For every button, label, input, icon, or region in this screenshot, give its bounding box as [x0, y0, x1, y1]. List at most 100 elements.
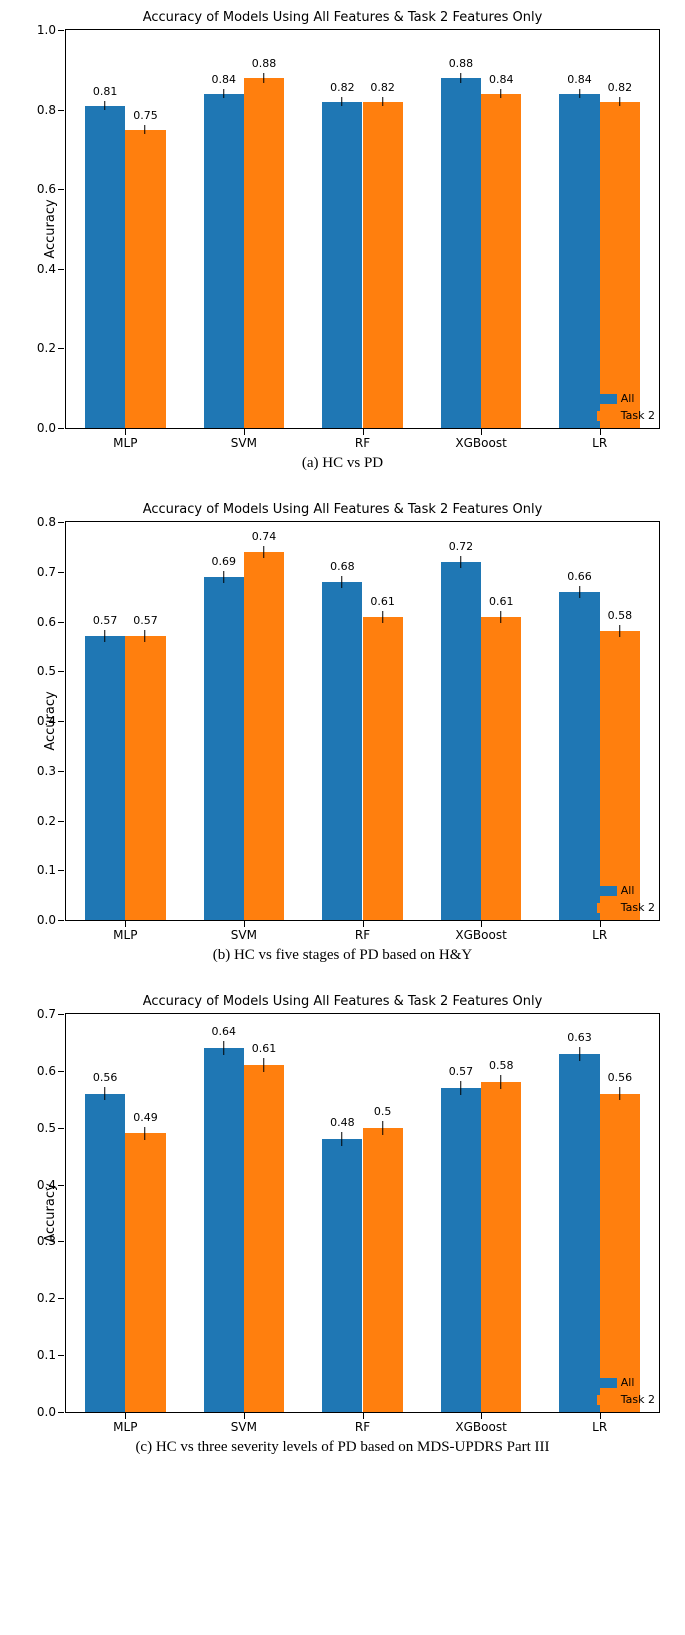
- bar: [125, 130, 165, 429]
- bar: [363, 1128, 403, 1412]
- y-tick-label: 0.5: [37, 1121, 56, 1135]
- y-tick-label: 0.6: [37, 615, 56, 629]
- y-tick-label: 0.4: [37, 262, 56, 276]
- x-tick-label: LR: [592, 436, 607, 450]
- x-tick-label: LR: [592, 1420, 607, 1434]
- chart-block: Accuracy of Models Using All Features & …: [10, 994, 675, 1456]
- bar-value-label: 0.63: [567, 1031, 592, 1044]
- legend-label: Task 2: [621, 408, 655, 425]
- bar: [600, 102, 640, 428]
- chart-title: Accuracy of Models Using All Features & …: [10, 502, 675, 517]
- chart-title: Accuracy of Models Using All Features & …: [10, 10, 675, 25]
- bar-value-label: 0.82: [370, 81, 395, 94]
- bar: [559, 1054, 599, 1412]
- y-tick-label: 0.7: [37, 1007, 56, 1021]
- bar-value-label: 0.58: [608, 609, 633, 622]
- y-axis-label: Accuracy: [43, 199, 58, 258]
- y-tick-label: 0.2: [37, 814, 56, 828]
- bar: [204, 94, 244, 428]
- legend: AllTask 2: [597, 391, 655, 424]
- y-tick-label: 0.0: [37, 1405, 56, 1419]
- bar-value-label: 0.48: [330, 1116, 355, 1129]
- legend-label: Task 2: [621, 900, 655, 917]
- bar: [244, 1065, 284, 1412]
- bar-value-label: 0.81: [93, 85, 118, 98]
- x-tick-label: SVM: [231, 1420, 257, 1434]
- legend-swatch: [597, 1378, 617, 1388]
- y-tick-label: 0.1: [37, 863, 56, 877]
- bar-value-label: 0.57: [93, 614, 118, 627]
- y-tick-label: 0.4: [37, 1178, 56, 1192]
- bar: [204, 1048, 244, 1412]
- bar: [322, 582, 362, 920]
- legend-swatch: [597, 886, 617, 896]
- bar-value-label: 0.84: [211, 73, 236, 86]
- bar-value-label: 0.88: [252, 57, 277, 70]
- bar: [441, 562, 481, 920]
- x-tick-label: RF: [355, 1420, 370, 1434]
- bar-value-label: 0.72: [449, 540, 474, 553]
- bar-value-label: 0.57: [449, 1065, 474, 1078]
- bar-value-label: 0.5: [374, 1105, 392, 1118]
- chart-caption: (c) HC vs three severity levels of PD ba…: [10, 1439, 675, 1456]
- chart-block: Accuracy of Models Using All Features & …: [10, 10, 675, 472]
- x-tick-label: XGBoost: [455, 928, 506, 942]
- legend-label: All: [621, 883, 635, 900]
- bar-value-label: 0.68: [330, 560, 355, 573]
- x-tick-label: XGBoost: [455, 1420, 506, 1434]
- bar: [559, 94, 599, 428]
- chart-block: Accuracy of Models Using All Features & …: [10, 502, 675, 964]
- bar: [85, 106, 125, 428]
- x-tick-label: XGBoost: [455, 436, 506, 450]
- chart-frame: 0.570.570.690.740.680.610.720.610.660.58…: [65, 521, 660, 921]
- bar: [204, 577, 244, 920]
- y-tick-label: 0.5: [37, 664, 56, 678]
- y-tick-label: 0.3: [37, 764, 56, 778]
- x-tick-label: SVM: [231, 928, 257, 942]
- legend-label: All: [621, 391, 635, 408]
- chart-caption: (b) HC vs five stages of PD based on H&Y: [10, 947, 675, 964]
- legend: AllTask 2: [597, 1375, 655, 1408]
- legend-swatch: [597, 903, 617, 913]
- y-tick-label: 0.1: [37, 1348, 56, 1362]
- bar-value-label: 0.66: [567, 570, 592, 583]
- bar: [441, 1088, 481, 1412]
- bar: [559, 592, 599, 920]
- bar-value-label: 0.56: [93, 1071, 118, 1084]
- y-tick-label: 0.0: [37, 913, 56, 927]
- bar-value-label: 0.84: [489, 73, 514, 86]
- y-tick-label: 0.2: [37, 341, 56, 355]
- y-tick-label: 0.6: [37, 182, 56, 196]
- bar: [125, 636, 165, 920]
- bar: [481, 94, 521, 428]
- bar-value-label: 0.61: [370, 595, 395, 608]
- legend-label: All: [621, 1375, 635, 1392]
- bar-value-label: 0.82: [608, 81, 633, 94]
- y-tick-label: 0.8: [37, 103, 56, 117]
- y-tick-label: 0.4: [37, 714, 56, 728]
- x-tick-label: LR: [592, 928, 607, 942]
- bar: [322, 102, 362, 428]
- legend: AllTask 2: [597, 883, 655, 916]
- bar-value-label: 0.75: [133, 109, 158, 122]
- y-tick-label: 0.6: [37, 1064, 56, 1078]
- chart-frame: 0.560.490.640.610.480.50.570.580.630.56A…: [65, 1013, 660, 1413]
- chart-title: Accuracy of Models Using All Features & …: [10, 994, 675, 1009]
- legend-label: Task 2: [621, 1392, 655, 1409]
- bar-value-label: 0.61: [252, 1042, 277, 1055]
- bar: [441, 78, 481, 428]
- chart-frame: 0.810.750.840.880.820.820.880.840.840.82…: [65, 29, 660, 429]
- y-tick-label: 0.7: [37, 565, 56, 579]
- y-tick-label: 1.0: [37, 23, 56, 37]
- bar: [600, 1094, 640, 1412]
- x-tick-label: MLP: [113, 928, 137, 942]
- y-tick-label: 0.0: [37, 421, 56, 435]
- y-tick-label: 0.8: [37, 515, 56, 529]
- bar: [125, 1133, 165, 1412]
- bar-value-label: 0.61: [489, 595, 514, 608]
- bar: [600, 631, 640, 920]
- y-tick-label: 0.2: [37, 1291, 56, 1305]
- x-tick-label: RF: [355, 436, 370, 450]
- bar-value-label: 0.58: [489, 1059, 514, 1072]
- y-tick-label: 0.3: [37, 1234, 56, 1248]
